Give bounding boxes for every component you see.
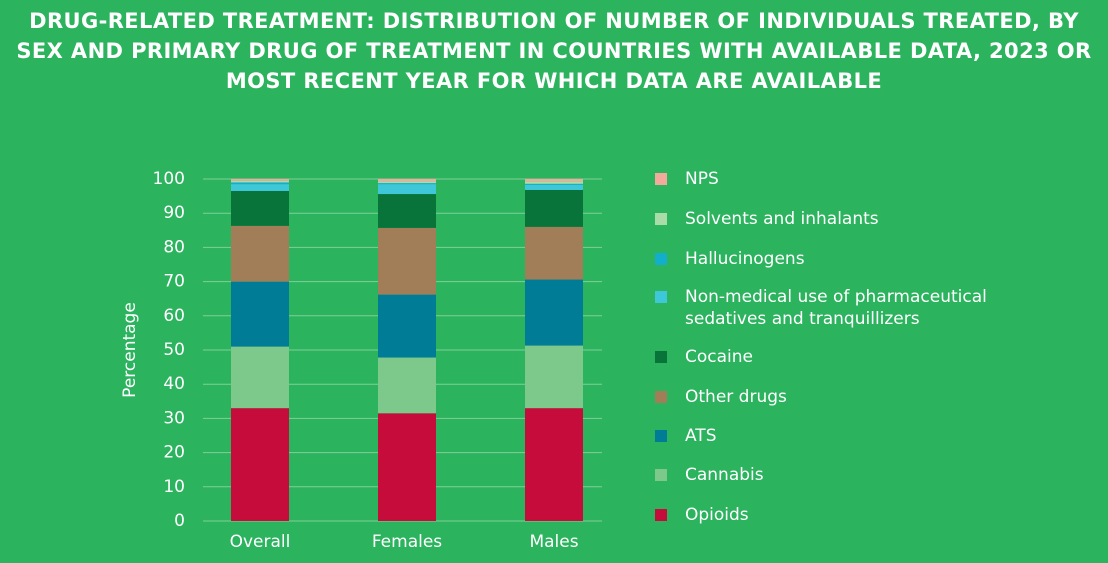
- legend-item: Solvents and inhalants: [655, 208, 879, 230]
- legend-label: Cannabis: [685, 465, 764, 485]
- bar-segment: [231, 180, 289, 183]
- legend-label: Opioids: [685, 505, 749, 525]
- y-tick-label: 60: [163, 306, 185, 326]
- bar-segment: [231, 346, 289, 409]
- legend-item: ATS: [655, 425, 717, 447]
- bar-segment: [231, 408, 289, 521]
- bar-segment: [378, 413, 436, 521]
- y-axis-label: Percentage: [120, 302, 140, 398]
- legend-label: Hallucinogens: [685, 249, 805, 269]
- legend-swatch: [655, 213, 667, 225]
- legend-item: Hallucinogens: [655, 248, 805, 270]
- legend-item: Opioids: [655, 504, 749, 526]
- y-tick-label: 30: [163, 408, 185, 428]
- y-tick-label: 80: [163, 237, 185, 257]
- bar-segment: [231, 182, 289, 185]
- bar-segment: [378, 181, 436, 184]
- legend-swatch: [655, 291, 667, 303]
- legend-label: Non-medical use of pharmaceutical sedati…: [685, 287, 987, 329]
- bar-segment: [525, 183, 583, 185]
- y-tick-label: 40: [163, 374, 185, 394]
- legend-swatch: [655, 469, 667, 481]
- bar-segment: [525, 408, 583, 521]
- legend-label: Other drugs: [685, 387, 787, 407]
- y-tick-label: 90: [163, 203, 185, 223]
- legend-label: ATS: [685, 426, 717, 446]
- legend-label: Solvents and inhalants: [685, 209, 879, 229]
- bar-segment: [525, 226, 583, 280]
- legend-swatch: [655, 351, 667, 363]
- legend-item: Non-medical use of pharmaceutical sedati…: [655, 286, 1005, 330]
- x-tick-label: Females: [372, 532, 442, 552]
- bar-segment: [378, 179, 436, 182]
- bar-segment: [378, 194, 436, 228]
- bar-segment: [378, 184, 436, 195]
- bar-segment: [231, 281, 289, 347]
- legend-item: Cocaine: [655, 346, 753, 368]
- legend-item: Cannabis: [655, 464, 764, 486]
- bar-segment: [231, 179, 289, 181]
- bar-segment: [231, 184, 289, 191]
- y-tick-label: 0: [174, 511, 185, 531]
- bar-segment: [525, 184, 583, 190]
- legend-label: Cocaine: [685, 347, 753, 367]
- legend-swatch: [655, 173, 667, 185]
- bar-segment: [525, 279, 583, 346]
- y-tick-label: 50: [163, 340, 185, 360]
- chart-title: DRUG-RELATED TREATMENT: DISTRIBUTION OF …: [16, 9, 1092, 93]
- legend-swatch: [655, 391, 667, 403]
- bar-segment: [231, 225, 289, 282]
- bar-segment: [378, 294, 436, 358]
- bar-segment: [525, 345, 583, 409]
- x-tick-label: Males: [529, 532, 578, 552]
- bar-segment: [378, 227, 436, 295]
- bar-segment: [525, 189, 583, 227]
- y-tick-label: 10: [163, 477, 185, 497]
- bar-segment: [525, 179, 583, 182]
- legend-item: NPS: [655, 168, 719, 190]
- legend-swatch: [655, 509, 667, 521]
- legend-item: Other drugs: [655, 386, 787, 408]
- bar-segment: [378, 183, 436, 185]
- legend-swatch: [655, 253, 667, 265]
- x-tick-label: Overall: [230, 532, 291, 552]
- y-tick-label: 20: [163, 443, 185, 463]
- bar-segment: [525, 181, 583, 184]
- legend-swatch: [655, 430, 667, 442]
- y-tick-label: 70: [163, 272, 185, 292]
- bar-segment: [231, 190, 289, 226]
- bar-segment: [378, 357, 436, 414]
- y-tick-label: 100: [153, 169, 185, 189]
- legend-label: NPS: [685, 169, 719, 189]
